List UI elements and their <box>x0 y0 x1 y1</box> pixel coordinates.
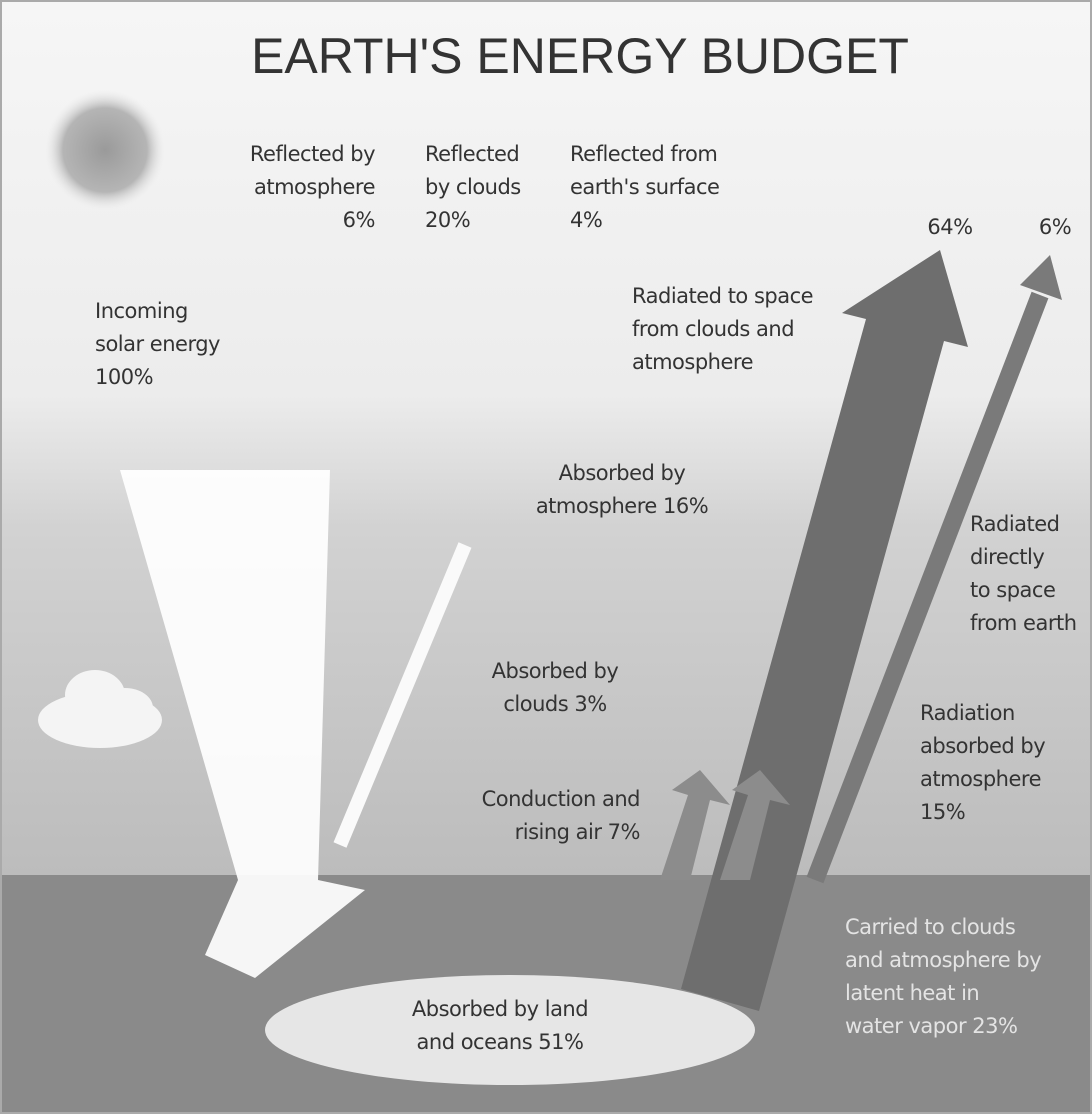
label: Radiated to space <box>632 284 813 308</box>
label: 4% <box>570 208 602 232</box>
label: Absorbed by <box>559 461 686 485</box>
label: 15% <box>920 800 965 824</box>
label: to space <box>970 578 1055 602</box>
label: absorbed by <box>920 734 1045 758</box>
label: directly <box>970 545 1044 569</box>
label: rising air 7% <box>515 820 640 844</box>
label: Reflected <box>425 142 519 166</box>
label: 6% <box>343 208 375 232</box>
label: atmosphere <box>632 350 753 374</box>
label: earth's surface <box>570 175 719 199</box>
label: 20% <box>425 208 470 232</box>
label: and atmosphere by <box>845 948 1041 972</box>
label: 6% <box>1039 215 1071 239</box>
label: clouds 3% <box>503 692 606 716</box>
title: EARTH'S ENERGY BUDGET <box>251 28 909 84</box>
label: Carried to clouds <box>845 915 1015 939</box>
label: from clouds and <box>632 317 794 341</box>
label: atmosphere 16% <box>536 494 708 518</box>
label: Absorbed by land <box>412 997 588 1021</box>
label: 64% <box>927 215 972 239</box>
label: Conduction and <box>482 787 640 811</box>
label: and oceans 51% <box>417 1030 584 1054</box>
label: Reflected from <box>570 142 717 166</box>
diagram: EARTH'S ENERGY BUDGET Reflected by atmosp… <box>0 0 1092 1114</box>
label: solar energy <box>95 332 220 356</box>
label: by clouds <box>425 175 521 199</box>
label: from earth <box>970 611 1077 635</box>
label: Absorbed by <box>492 659 619 683</box>
label: latent heat in <box>845 981 979 1005</box>
label: water vapor 23% <box>845 1014 1017 1038</box>
label: Radiated <box>970 512 1060 536</box>
label: Radiation <box>920 701 1015 725</box>
label: atmosphere <box>920 767 1041 791</box>
label: atmosphere <box>254 175 375 199</box>
label: 100% <box>95 365 153 389</box>
label: Reflected by <box>250 142 375 166</box>
label: Incoming <box>95 299 188 323</box>
sun <box>45 90 165 210</box>
